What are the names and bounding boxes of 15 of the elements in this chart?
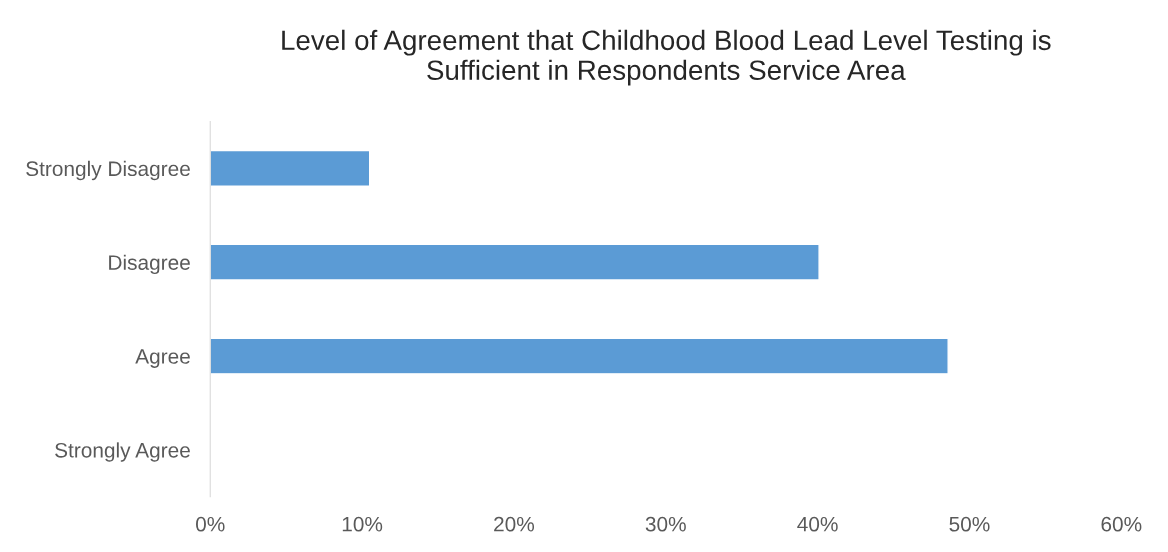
bar	[210, 337, 949, 375]
x-tick-label: 20%	[494, 516, 535, 532]
bar	[210, 243, 820, 281]
x-tick-label: 60%	[1101, 516, 1142, 532]
x-tick-label: 40%	[797, 516, 838, 532]
chart-title: Level of Agreement that Childhood Blood Lead Level Testing is Sufficient in Respondents Service Area	[282, 29, 1051, 86]
y-tick-label: Agree	[135, 349, 190, 368]
x-tick-label: 50%	[949, 516, 990, 532]
y-tick-label: Disagree	[109, 254, 190, 275]
y-tick-label: Strongly Disagree	[26, 160, 190, 181]
x-tick-label: 0%	[196, 516, 225, 532]
x-tick-label: 10%	[342, 516, 383, 532]
x-tick-label: 30%	[645, 516, 686, 532]
bar	[210, 149, 371, 187]
y-tick-label: Strongly Agree	[55, 442, 190, 462]
